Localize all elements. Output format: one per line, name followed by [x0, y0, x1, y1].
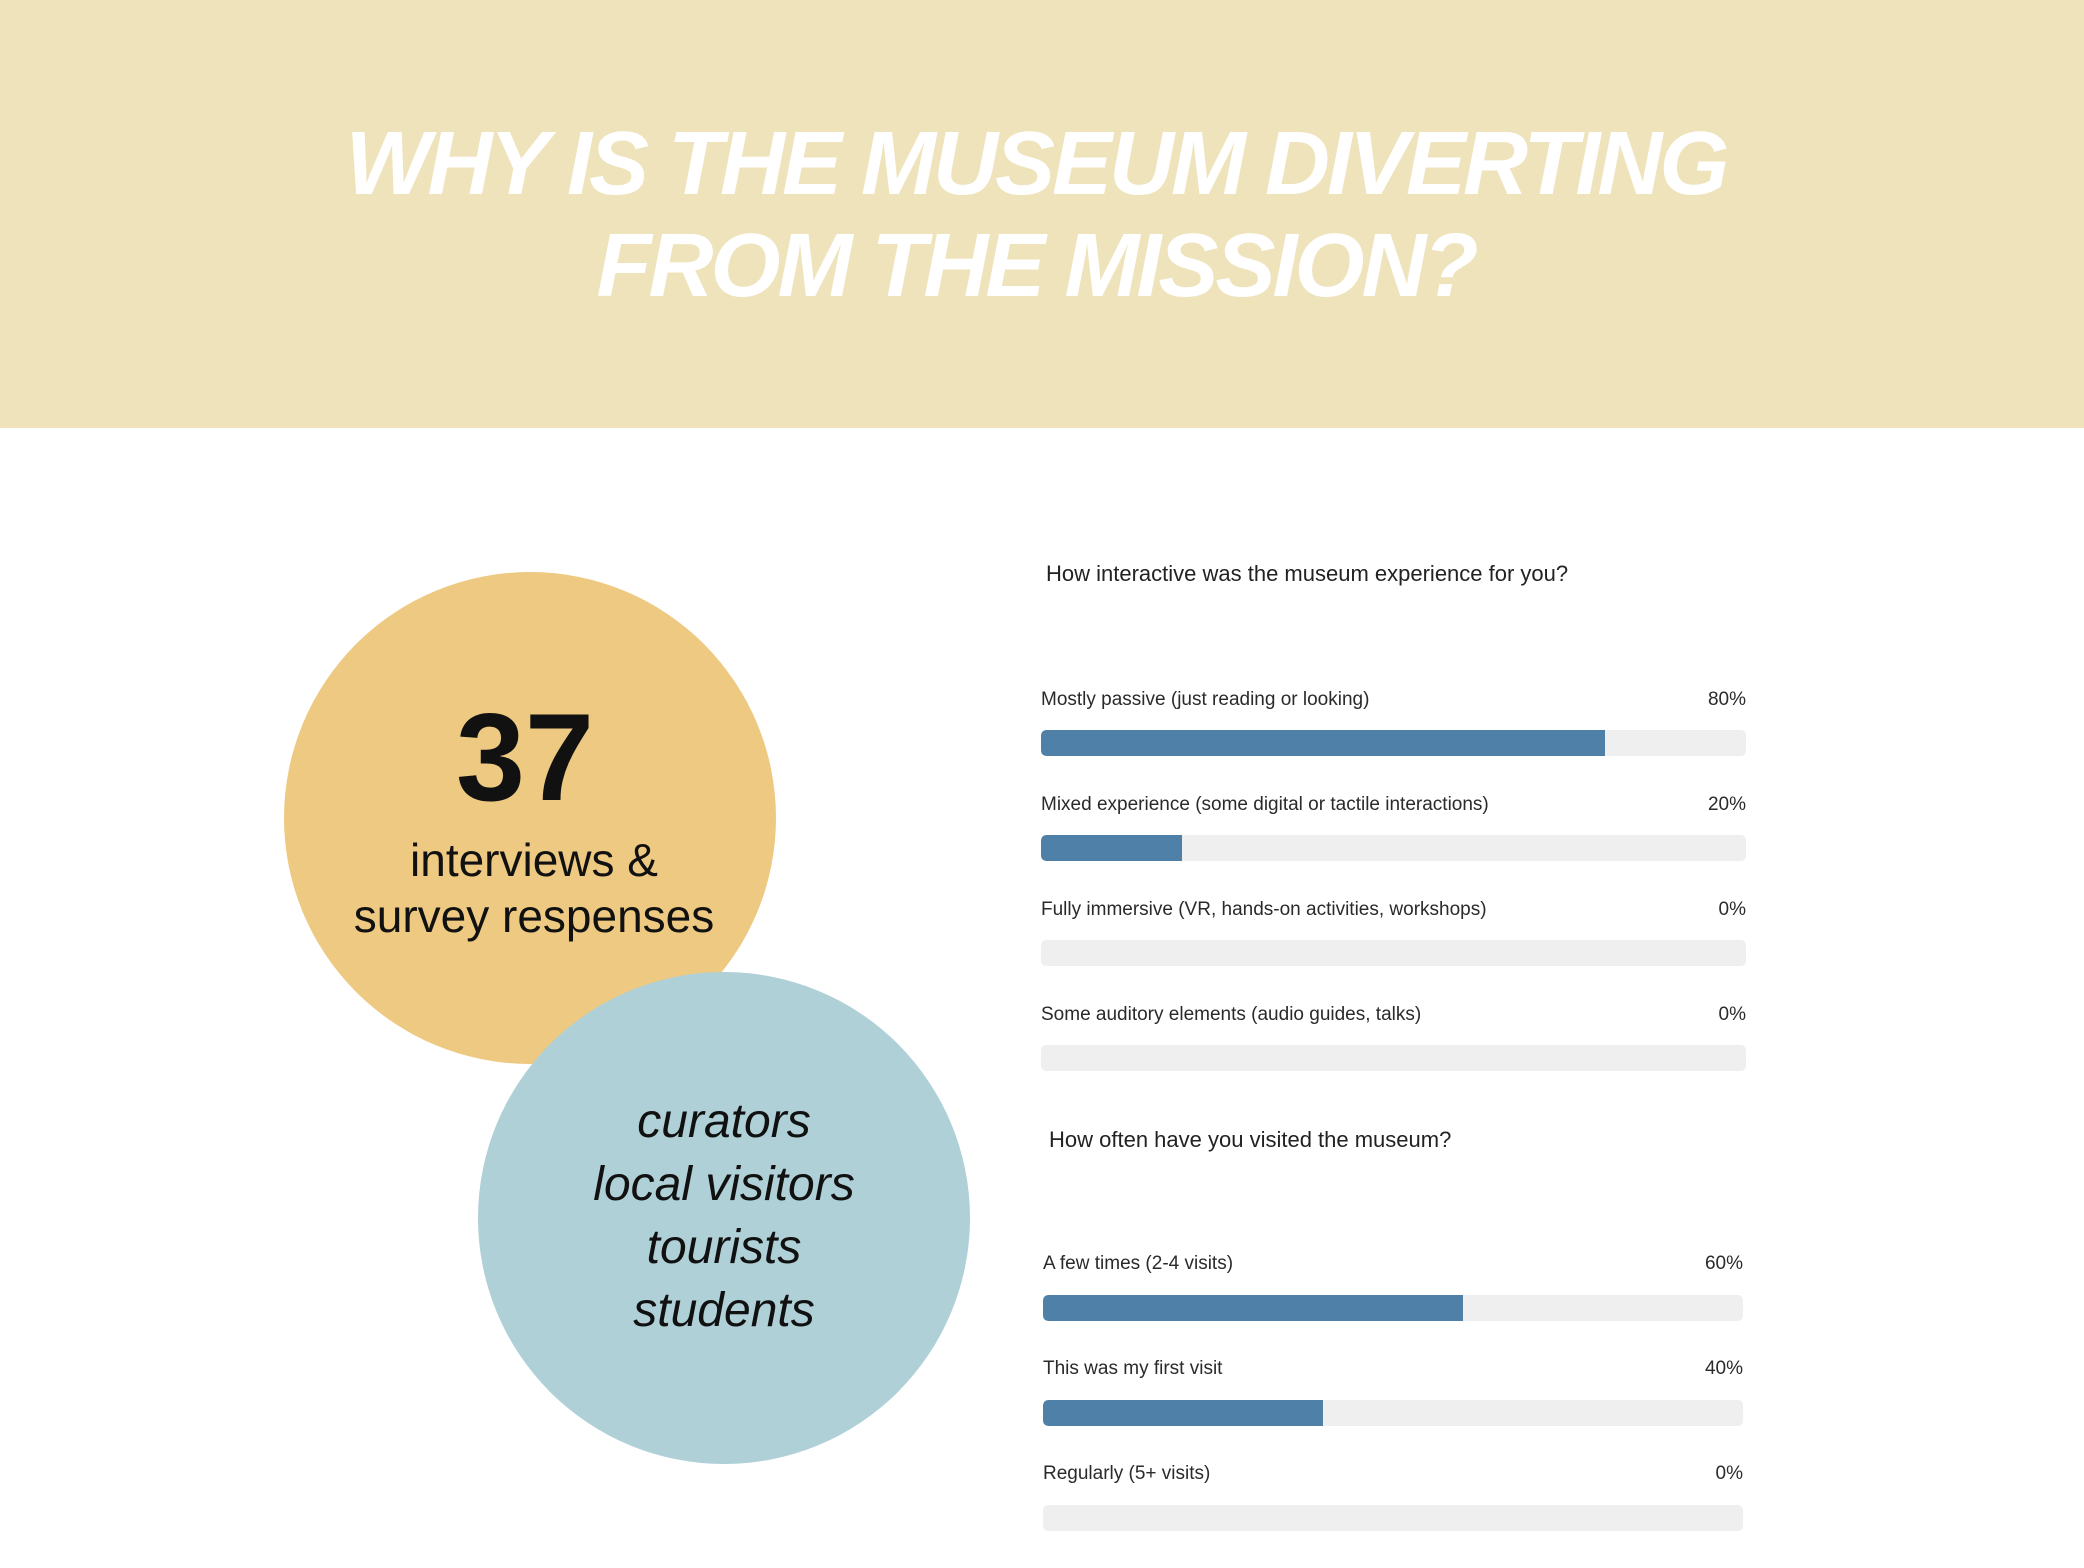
survey-2-option-bar-fill [1043, 1400, 1323, 1426]
stat-caption-line-2: survey respenses [353, 890, 715, 942]
survey-2-option-bar-fill [1043, 1295, 1463, 1321]
stat-caption: interviews & survey respenses [284, 832, 784, 944]
title-line-1: WHY IS THE MUSEUM DIVERTING [345, 114, 1730, 214]
survey-2-option-label: This was my first visit [1043, 1358, 1223, 1379]
survey-1-option-bar [1041, 835, 1746, 861]
survey-1-option-percent: 0% [1718, 899, 1746, 920]
survey-2-option-percent: 40% [1704, 1358, 1743, 1379]
title-line-2: FROM THE MISSION? [596, 216, 1479, 316]
survey-2-option-bar [1043, 1400, 1743, 1426]
participant-groups-list: curators local visitors tourists student… [478, 1090, 970, 1342]
survey-1-option-percent: 80% [1707, 689, 1746, 710]
participant-groups-circle [478, 972, 970, 1464]
survey-2-question: How often have you visited the museum? [1049, 1127, 1452, 1152]
survey-1-option-label: Some auditory elements (audio guides, ta… [1041, 1004, 1422, 1025]
survey-1-option-bar [1041, 1045, 1746, 1071]
survey-1-option-bar [1041, 730, 1746, 756]
header-banner [0, 0, 2084, 428]
survey-2-option-label: Regularly (5+ visits) [1043, 1463, 1211, 1484]
survey-1-question: How interactive was the museum experienc… [1046, 561, 1569, 586]
survey-1-option-bar [1041, 940, 1746, 966]
survey-2-option-percent: 0% [1715, 1463, 1743, 1484]
survey-2-option-percent: 60% [1704, 1253, 1743, 1274]
survey-1-option-label: Mixed experience (some digital or tactil… [1041, 794, 1489, 815]
survey-1-option-label: Fully immersive (VR, hands-on activities… [1041, 899, 1487, 920]
survey-2-option-bar [1043, 1505, 1743, 1531]
survey-2-option-label: A few times (2-4 visits) [1043, 1253, 1234, 1274]
survey-2-option-bar [1043, 1295, 1743, 1321]
survey-1-option-percent: 0% [1718, 1004, 1746, 1025]
stat-caption-line-1: interviews & [410, 834, 658, 886]
group-item: tourists [646, 1221, 802, 1274]
page-title: WHY IS THE MUSEUM DIVERTING FROM THE MIS… [0, 113, 2072, 317]
group-item: local visitors [593, 1158, 855, 1211]
survey-1-option-label: Mostly passive (just reading or looking) [1041, 689, 1370, 710]
group-item: curators [637, 1095, 811, 1148]
survey-1-option-bar-fill [1041, 730, 1605, 756]
survey-1-option-percent: 20% [1707, 794, 1746, 815]
group-item: students [633, 1284, 815, 1337]
survey-1-option-bar-fill [1041, 835, 1182, 861]
stat-number: 37 [456, 689, 594, 827]
